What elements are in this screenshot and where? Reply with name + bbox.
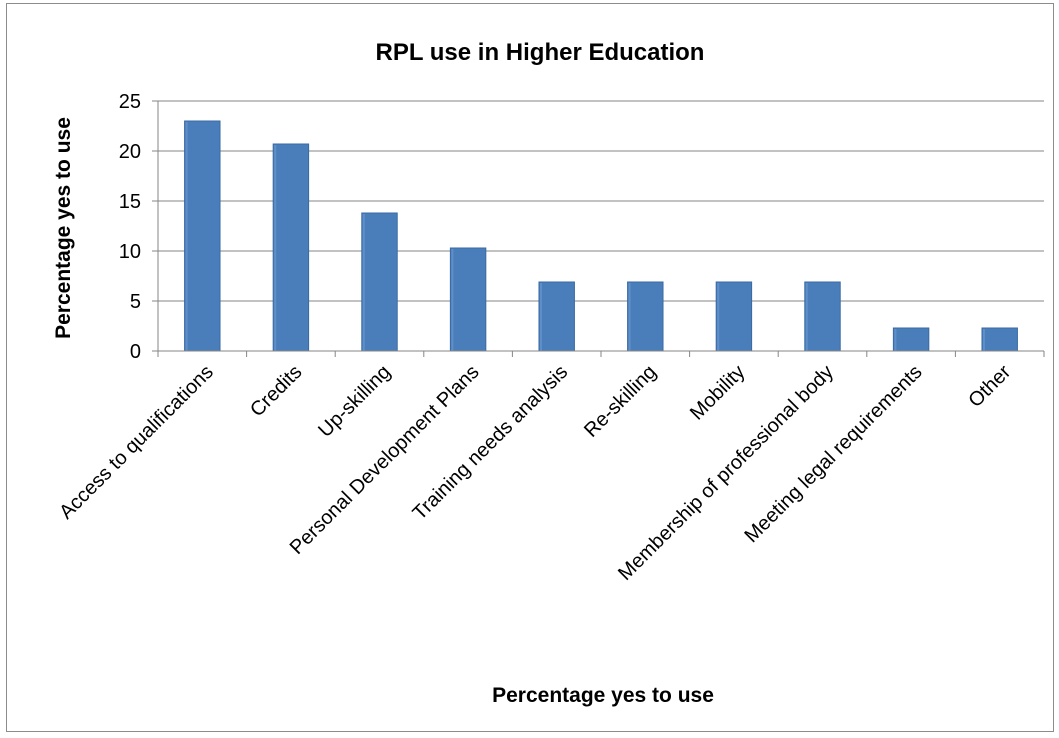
y-tick-label: 25 xyxy=(119,91,141,113)
bar xyxy=(715,281,753,352)
bar xyxy=(892,327,930,352)
x-category-label: Meeting legal requirements xyxy=(740,361,926,547)
bar xyxy=(272,143,310,352)
bar xyxy=(184,120,221,352)
x-axis-category-labels: Access to qualifications Credits Up-skilli… xyxy=(55,361,1015,585)
chart-frame xyxy=(6,3,1054,732)
x-category-label: Credits xyxy=(246,361,306,421)
axes xyxy=(152,100,1045,357)
y-axis-ticks: 0 5 10 15 20 25 xyxy=(119,91,141,363)
chart-title: RPL use in Higher Education xyxy=(376,39,705,66)
x-category-label: Re-skilling xyxy=(580,361,661,442)
y-tick-label: 20 xyxy=(119,141,141,163)
x-category-label: Training needs analysis xyxy=(409,361,573,525)
y-axis-title: Percentage yes to use xyxy=(52,117,75,339)
x-axis-title: Percentage yes to use xyxy=(492,684,714,707)
y-tick-label: 15 xyxy=(119,191,141,213)
bar xyxy=(361,212,398,352)
y-tick-label: 5 xyxy=(130,291,141,313)
bar xyxy=(449,247,487,352)
x-category-label: Up-skilling xyxy=(314,361,395,442)
bar xyxy=(804,281,841,352)
bar xyxy=(981,327,1018,352)
y-tick-label: 10 xyxy=(119,241,141,263)
x-category-label: Access to qualifications xyxy=(55,361,218,524)
x-category-label: Other xyxy=(964,361,1015,412)
bar xyxy=(627,281,664,352)
x-category-label: Mobility xyxy=(686,361,749,424)
bars xyxy=(184,120,1018,352)
bar xyxy=(538,281,575,352)
x-category-label: Personal Development Plans xyxy=(286,361,484,559)
y-tick-label: 0 xyxy=(130,341,141,363)
